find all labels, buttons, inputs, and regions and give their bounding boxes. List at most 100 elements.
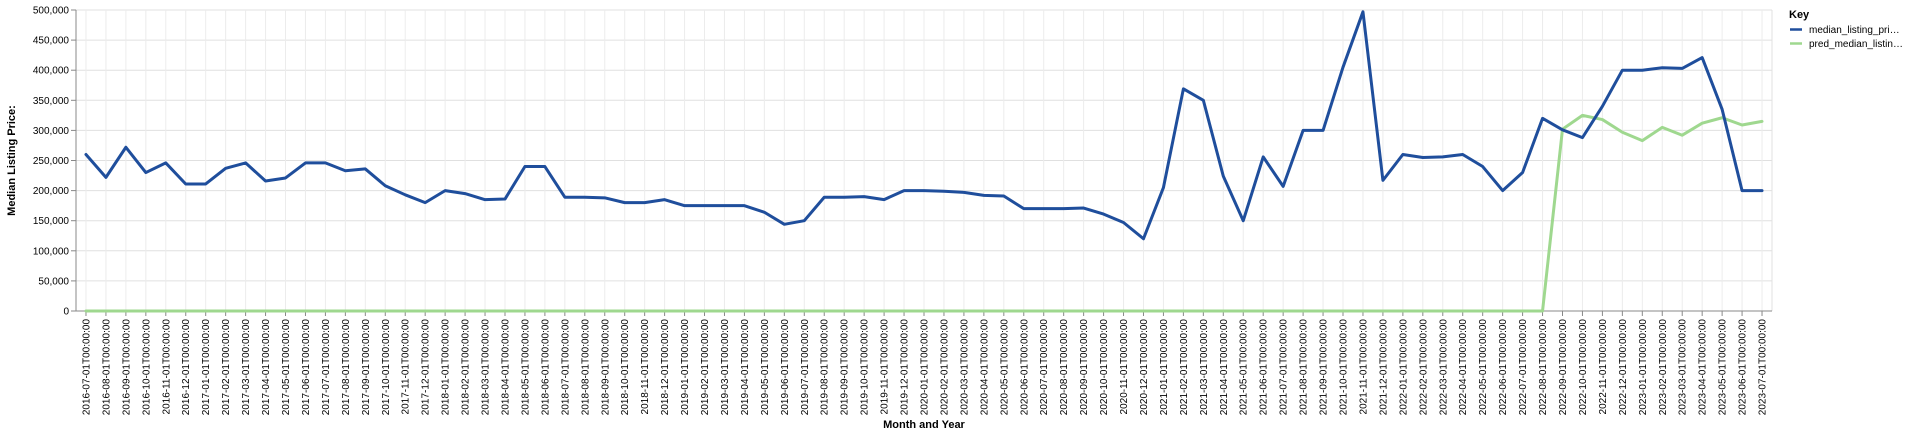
x-tick-label: 2018-05-01T00:00:00	[520, 319, 531, 416]
x-tick-label: 2017-06-01T00:00:00	[301, 319, 312, 416]
x-tick-label: 2019-09-01T00:00:00	[840, 319, 851, 416]
x-tick-label: 2019-06-01T00:00:00	[780, 319, 791, 416]
legend: Key median_listing_pri… pred_median_listi…	[1789, 9, 1903, 50]
x-tick-label: 2023-05-01T00:00:00	[1718, 319, 1729, 416]
grid-lines	[76, 9, 1773, 312]
x-tick-label: 2021-02-01T00:00:00	[1179, 319, 1190, 416]
y-tick-label: 250,000	[33, 156, 70, 167]
y-tick-label: 350,000	[33, 96, 70, 107]
y-axis: 0 50,000 100,000 150,000 200,000 250,000 300,0…	[33, 6, 77, 318]
x-tick-label: 2021-05-01T00:00:00	[1239, 319, 1250, 416]
x-tick-label: 2017-01-01T00:00:00	[201, 319, 212, 416]
x-tick-label: 2018-06-01T00:00:00	[540, 319, 551, 416]
x-tick-label: 2022-10-01T00:00:00	[1578, 319, 1589, 416]
x-tick-label: 2021-01-01T00:00:00	[1159, 319, 1170, 416]
x-tick-label: 2021-10-01T00:00:00	[1339, 319, 1350, 416]
y-tick-label: 50,000	[38, 276, 69, 287]
x-tick-label: 2017-05-01T00:00:00	[281, 319, 292, 416]
x-axis-title: Month and Year	[883, 419, 965, 431]
x-tick-label: 2016-11-01T00:00:00	[161, 319, 172, 415]
x-tick-label: 2022-09-01T00:00:00	[1558, 319, 1569, 416]
x-tick-label: 2020-01-01T00:00:00	[920, 319, 931, 416]
x-tick-label: 2021-03-01T00:00:00	[1199, 319, 1210, 416]
x-tick-label: 2022-05-01T00:00:00	[1478, 319, 1489, 416]
x-tick-label: 2021-04-01T00:00:00	[1219, 319, 1230, 416]
x-tick-label: 2017-10-01T00:00:00	[381, 319, 392, 416]
x-tick-label: 2022-03-01T00:00:00	[1438, 319, 1449, 416]
x-tick-label: 2018-12-01T00:00:00	[660, 319, 671, 416]
x-tick-label: 2018-07-01T00:00:00	[560, 319, 571, 416]
x-tick-label: 2023-02-01T00:00:00	[1658, 319, 1669, 416]
x-tick-label: 2019-10-01T00:00:00	[860, 319, 871, 416]
x-tick-label: 2017-04-01T00:00:00	[261, 319, 272, 416]
y-tick-label: 100,000	[33, 246, 70, 257]
y-tick-label: 200,000	[33, 186, 70, 197]
x-tick-label: 2019-07-01T00:00:00	[800, 319, 811, 416]
x-tick-label: 2021-11-01T00:00:00	[1358, 319, 1369, 415]
x-tick-label: 2022-04-01T00:00:00	[1458, 319, 1469, 416]
x-tick-label: 2020-08-01T00:00:00	[1059, 319, 1070, 416]
x-tick-label: 2019-05-01T00:00:00	[760, 319, 771, 416]
x-tick-label: 2019-03-01T00:00:00	[720, 319, 731, 416]
x-tick-label: 2020-10-01T00:00:00	[1099, 319, 1110, 416]
x-tick-label: 2018-08-01T00:00:00	[580, 319, 591, 416]
x-tick-label: 2016-08-01T00:00:00	[101, 319, 112, 416]
x-tick-label: 2023-03-01T00:00:00	[1678, 319, 1689, 416]
y-tick-label: 150,000	[33, 216, 70, 227]
x-tick-label: 2019-08-01T00:00:00	[820, 319, 831, 416]
x-tick-label: 2021-06-01T00:00:00	[1259, 319, 1270, 416]
x-tick-label: 2017-11-01T00:00:00	[401, 319, 412, 415]
x-tick-label: 2020-04-01T00:00:00	[979, 319, 990, 416]
x-tick-label: 2020-03-01T00:00:00	[959, 319, 970, 416]
series-line-median-listing-pri	[84, 10, 1764, 241]
x-tick-label: 2017-07-01T00:00:00	[321, 319, 332, 416]
x-tick-label: 2019-04-01T00:00:00	[740, 319, 751, 416]
x-axis: 2016-07-01T00:00:00 2016-08-01T00:00:00 20…	[76, 310, 1772, 416]
x-tick-label: 2017-08-01T00:00:00	[341, 319, 352, 416]
x-tick-label: 2019-02-01T00:00:00	[700, 319, 711, 416]
y-tick-label: 400,000	[33, 66, 70, 77]
x-tick-label: 2018-03-01T00:00:00	[481, 319, 492, 416]
x-tick-label: 2019-12-01T00:00:00	[900, 319, 911, 416]
y-tick-label: 450,000	[33, 36, 70, 47]
x-tick-label: 2016-10-01T00:00:00	[141, 319, 152, 416]
x-tick-label: 2023-04-01T00:00:00	[1698, 319, 1709, 416]
x-tick-label: 2022-02-01T00:00:00	[1418, 319, 1429, 416]
y-tick-label: 500,000	[33, 6, 70, 17]
x-tick-label: 2021-09-01T00:00:00	[1319, 319, 1330, 416]
x-tick-label: 2017-12-01T00:00:00	[421, 319, 432, 416]
x-tick-label: 2020-11-01T00:00:00	[1119, 319, 1130, 415]
legend-label: median_listing_pri…	[1809, 25, 1900, 36]
x-tick-label: 2022-01-01T00:00:00	[1398, 319, 1409, 416]
x-tick-label: 2018-09-01T00:00:00	[600, 319, 611, 416]
x-tick-label: 2016-12-01T00:00:00	[181, 319, 192, 416]
x-tick-label: 2016-07-01T00:00:00	[81, 319, 92, 416]
legend-title: Key	[1789, 9, 1810, 21]
x-tick-label: 2018-10-01T00:00:00	[620, 319, 631, 416]
x-tick-label: 2022-11-01T00:00:00	[1598, 319, 1609, 415]
y-axis-title: Median Listing Price:	[6, 105, 18, 216]
x-tick-label: 2017-02-01T00:00:00	[221, 319, 232, 416]
x-tick-label: 2023-07-01T00:00:00	[1758, 319, 1769, 416]
x-tick-label: 2022-07-01T00:00:00	[1518, 319, 1529, 416]
y-tick-label: 300,000	[33, 126, 70, 137]
x-tick-label: 2022-06-01T00:00:00	[1498, 319, 1509, 416]
x-tick-label: 2022-12-01T00:00:00	[1618, 319, 1629, 416]
x-tick-label: 2022-08-01T00:00:00	[1538, 319, 1549, 416]
x-tick-label: 2021-08-01T00:00:00	[1299, 319, 1310, 416]
x-tick-label: 2020-07-01T00:00:00	[1039, 319, 1050, 416]
x-tick-label: 2017-09-01T00:00:00	[361, 319, 372, 416]
x-tick-label: 2019-11-01T00:00:00	[880, 319, 891, 415]
x-tick-label: 2020-06-01T00:00:00	[1019, 319, 1030, 416]
x-tick-label: 2018-11-01T00:00:00	[640, 319, 651, 415]
x-tick-label: 2020-12-01T00:00:00	[1139, 319, 1150, 416]
legend-label: pred_median_listin…	[1809, 39, 1903, 50]
x-tick-label: 2020-05-01T00:00:00	[999, 319, 1010, 416]
x-tick-label: 2016-09-01T00:00:00	[121, 319, 132, 416]
x-tick-label: 2021-12-01T00:00:00	[1378, 319, 1389, 416]
x-tick-label: 2021-07-01T00:00:00	[1279, 319, 1290, 416]
x-tick-label: 2020-02-01T00:00:00	[939, 319, 950, 416]
x-tick-label: 2018-04-01T00:00:00	[500, 319, 511, 416]
x-tick-label: 2023-01-01T00:00:00	[1638, 319, 1649, 416]
